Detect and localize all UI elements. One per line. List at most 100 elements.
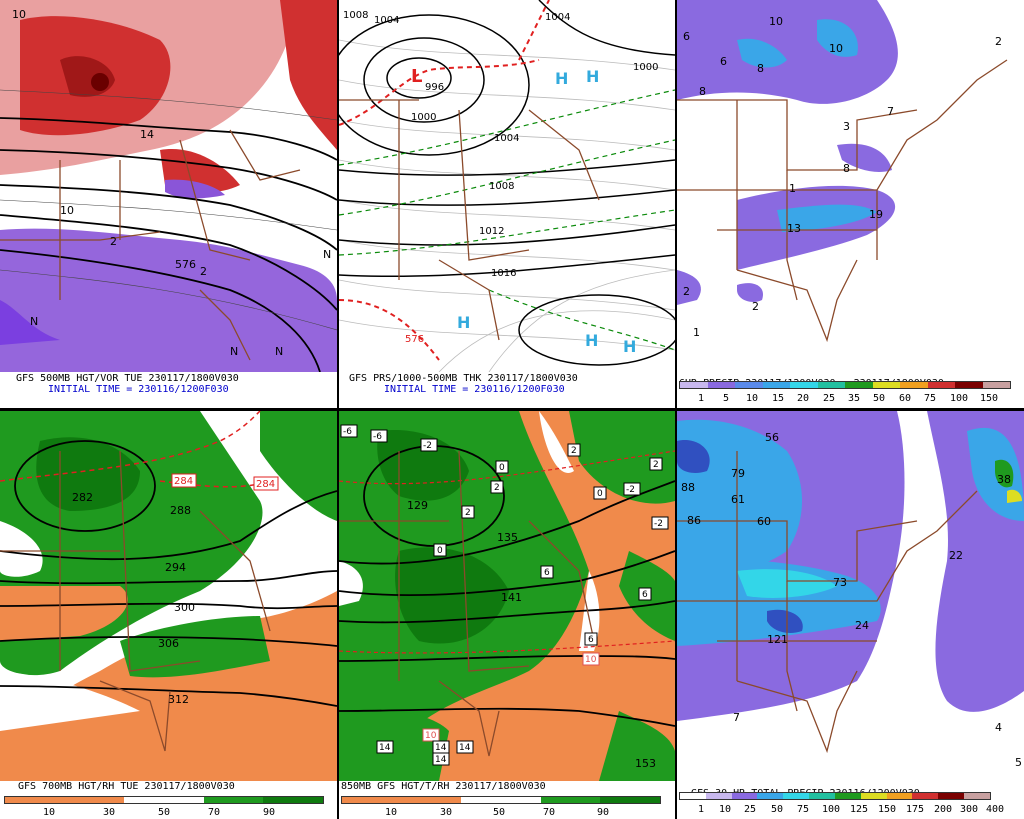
precip-amount: 73 <box>833 576 847 589</box>
isobar-label: 1016 <box>491 268 516 279</box>
isobar-label: 1000 <box>411 112 436 123</box>
temp-label: -6 <box>373 432 382 442</box>
temp-label: 14 <box>459 743 471 753</box>
panel-subtitle: INITIAL TIME = 230116/1200F030 <box>384 384 565 395</box>
temp-label: 6 <box>544 568 550 578</box>
precip-amount: 2 <box>752 300 759 313</box>
temp-label: 2 <box>571 446 577 456</box>
precip-colorbar <box>679 792 991 800</box>
temp-label: 6 <box>588 635 594 645</box>
precip-amount: 1 <box>789 182 796 195</box>
height-label: 306 <box>158 637 179 650</box>
temp-label: 14 <box>435 755 447 765</box>
precip-amount: 6 <box>720 55 727 68</box>
contour-label: 10 <box>12 8 26 21</box>
precip-amount: 6 <box>683 30 690 43</box>
rh-scale: 10 30 50 70 90 <box>384 807 610 818</box>
panel-30hr-total: 56 88 79 61 86 60 22 73 121 24 7 4 5 38 … <box>677 411 1024 819</box>
isobar-label: 1000 <box>633 62 658 73</box>
contour-label: N <box>30 315 38 328</box>
precip-amount: 4 <box>995 721 1002 734</box>
height-label: 300 <box>174 601 195 614</box>
precip-amount: 61 <box>731 493 745 506</box>
precip-amount: 8 <box>699 85 706 98</box>
precip-amount: 24 <box>855 619 869 632</box>
panel-title: 850MB GFS HGT/T/RH 230117/1800V030 <box>341 781 546 792</box>
precip-scale: 1 10 25 50 75 100 125 150 175 200 300 400 <box>697 804 1005 815</box>
height-label: 135 <box>497 531 518 544</box>
map-850mb: -6 -6 -2 0 2 2 0 -2 -2 2 0 2 6 6 6 10 10… <box>339 411 675 781</box>
panel-500mb-vorticity: 576 10 14 10 N N N 2 2 N GFS 500MB HGT/V… <box>0 0 337 408</box>
precip-amount: 13 <box>787 222 801 235</box>
precip-amount: 22 <box>949 549 963 562</box>
temp-label: 14 <box>379 743 391 753</box>
isobar-label: 996 <box>425 82 444 93</box>
isobar-label: 1008 <box>343 10 368 21</box>
temp-label: 2 <box>465 508 471 518</box>
precip-amount: 60 <box>757 515 771 528</box>
contour-label: 2 <box>110 235 117 248</box>
precip-amount: 10 <box>769 15 783 28</box>
precip-amount: 38 <box>997 473 1011 486</box>
high-marker: H <box>586 67 599 86</box>
temp-label: -6 <box>343 427 352 437</box>
isobar-label: 1004 <box>494 133 519 144</box>
map-pressure: 1008 1004 996 1000 1004 1008 1012 1016 1… <box>339 0 675 372</box>
height-label: 312 <box>168 693 189 706</box>
precip-amount: 86 <box>687 514 701 527</box>
contour-label: N <box>275 345 283 358</box>
high-marker: H <box>555 69 568 88</box>
thickness-label: 576 <box>405 334 424 345</box>
low-marker: L <box>411 66 422 87</box>
rh-colorbar <box>341 796 661 804</box>
panel-6hr-precip: 10 6 10 6 8 8 7 3 1 19 2 13 2 2 1 8 6HR … <box>677 0 1024 408</box>
precip-amount: 2 <box>995 35 1002 48</box>
temp-label: 0 <box>437 546 443 556</box>
height-label: 153 <box>635 757 656 770</box>
temp-label: 6 <box>642 590 648 600</box>
temp-label: 14 <box>435 743 447 753</box>
height-label: 288 <box>170 504 191 517</box>
temp-label: 10 <box>585 655 597 665</box>
isobar-label: 1008 <box>489 181 514 192</box>
panel-title: GFS 500MB HGT/VOR TUE 230117/1800V030 <box>16 373 239 384</box>
height-label: 294 <box>165 561 186 574</box>
contour-label: 576 <box>175 258 196 271</box>
height-label: 141 <box>501 591 522 604</box>
contour-label: 2 <box>200 265 207 278</box>
height-label: 282 <box>72 491 93 504</box>
map-6hr-precip: 10 6 10 6 8 8 7 3 1 19 2 13 2 2 1 8 <box>677 0 1008 343</box>
panel-title: GFS 700MB HGT/RH TUE 230117/1800V030 <box>18 781 235 792</box>
precip-amount: 5 <box>1015 756 1022 769</box>
contour-label: N <box>230 345 238 358</box>
map-500mb: 576 10 14 10 N N N 2 2 N <box>0 0 337 372</box>
panel-subtitle: INITIAL TIME = 230116/1200F030 <box>48 384 229 395</box>
temp-label: 2 <box>653 460 659 470</box>
isobar-label: 1004 <box>374 15 399 26</box>
panel-700mb-rh: 284 284 288 294 300 306 312 282 GFS 700M… <box>0 411 337 819</box>
precip-amount: 3 <box>843 120 850 133</box>
contour-label: 10 <box>60 204 74 217</box>
precip-amount: 56 <box>765 431 779 444</box>
temp-label: -2 <box>626 485 635 495</box>
precip-amount: 121 <box>767 633 788 646</box>
panel-title: GFS PRS/1000-500MB THK 230117/1800V030 <box>349 373 578 384</box>
temp-label: -2 <box>423 441 432 451</box>
map-30hr-total: 56 88 79 61 86 60 22 73 121 24 7 4 5 38 <box>677 411 1024 769</box>
temp-label: 0 <box>499 463 505 473</box>
high-marker: H <box>623 337 636 356</box>
temp-label: 10 <box>425 731 437 741</box>
precip-amount: 8 <box>757 62 764 75</box>
panel-pressure-thickness: 1008 1004 996 1000 1004 1008 1012 1016 1… <box>339 0 675 408</box>
height-label: 129 <box>407 499 428 512</box>
contour-label: 14 <box>140 128 154 141</box>
temp-label: 0 <box>597 489 603 499</box>
precip-amount: 1 <box>693 326 700 339</box>
precip-amount: 79 <box>731 467 745 480</box>
panel-850mb-temp: -6 -6 -2 0 2 2 0 -2 -2 2 0 2 6 6 6 10 10… <box>339 411 675 819</box>
precip-amount: 19 <box>869 208 883 221</box>
divider-h <box>0 408 1024 411</box>
height-label: 284 <box>256 479 275 490</box>
isobar-label: 1012 <box>479 226 504 237</box>
